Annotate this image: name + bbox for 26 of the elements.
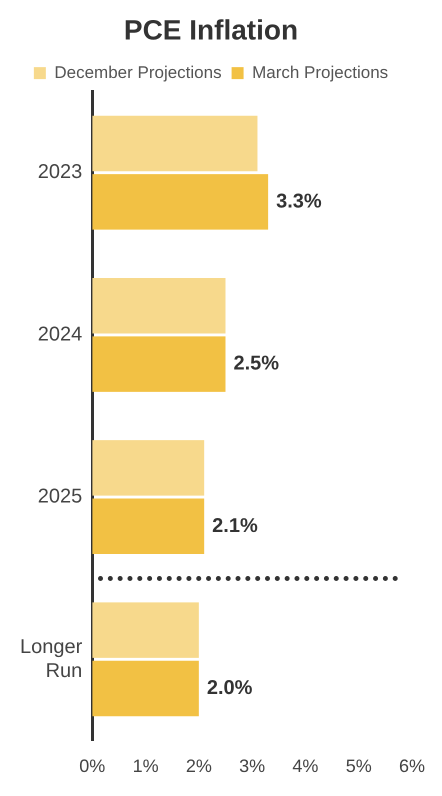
bar bbox=[92, 174, 268, 230]
chart-title: PCE Inflation bbox=[124, 14, 298, 46]
data-label: 2.0% bbox=[206, 677, 253, 700]
legend-label: March Projections bbox=[252, 62, 388, 82]
bar bbox=[92, 498, 204, 554]
x-tick-label: 3% bbox=[239, 756, 266, 776]
x-tick-label: 6% bbox=[398, 756, 426, 776]
bar bbox=[92, 660, 199, 716]
bar bbox=[92, 116, 258, 172]
x-tick-label: 0% bbox=[79, 756, 106, 776]
y-tick-label: 2025 bbox=[38, 486, 82, 508]
bar bbox=[92, 440, 204, 496]
x-tick-label: 2% bbox=[186, 756, 212, 776]
x-tick-label: 4% bbox=[292, 756, 318, 776]
bar bbox=[92, 336, 226, 392]
bar bbox=[92, 602, 199, 658]
data-label: 3.3% bbox=[276, 190, 322, 212]
y-tick-label: 2024 bbox=[38, 323, 82, 346]
y-tick-label: Longer Run bbox=[20, 636, 83, 682]
data-label: 2.5% bbox=[233, 352, 280, 375]
data-label: 2.1% bbox=[212, 514, 258, 537]
legend-label: December Projections bbox=[54, 62, 222, 82]
x-tick-label: 5% bbox=[346, 756, 372, 776]
bar bbox=[92, 278, 226, 334]
x-tick-label: 1% bbox=[132, 756, 159, 776]
y-tick-label: 2023 bbox=[38, 161, 82, 184]
